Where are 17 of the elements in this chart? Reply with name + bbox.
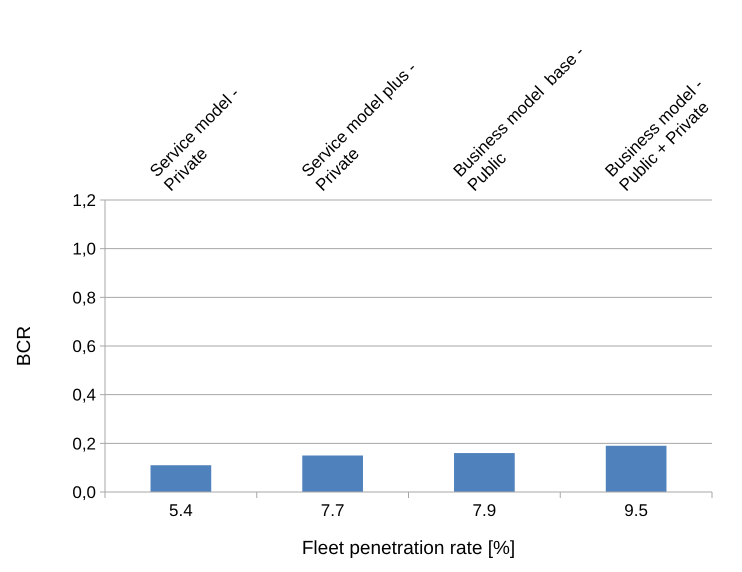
x-tick-label: 7.7 [320, 501, 344, 520]
y-tick-label: 0,4 [72, 386, 96, 405]
x-tick-label: 9.5 [624, 501, 648, 520]
y-tick-label: 0,0 [72, 482, 96, 502]
bar [454, 453, 515, 492]
bar [606, 446, 666, 492]
y-tick-label: 1,2 [72, 190, 96, 210]
x-tick-label: 5.4 [169, 501, 193, 520]
y-axis-title: BCR [14, 326, 35, 366]
y-tick-label: 0,6 [72, 336, 96, 356]
y-tick-label: 1,0 [72, 240, 96, 259]
y-tick-label: 0,2 [72, 434, 96, 454]
bar [302, 456, 363, 492]
x-tick-label: 7.9 [472, 501, 496, 520]
bar [150, 465, 212, 492]
x-axis-title: Fleet penetration rate [%] [302, 538, 516, 559]
y-tick-label: 0,8 [72, 288, 96, 308]
